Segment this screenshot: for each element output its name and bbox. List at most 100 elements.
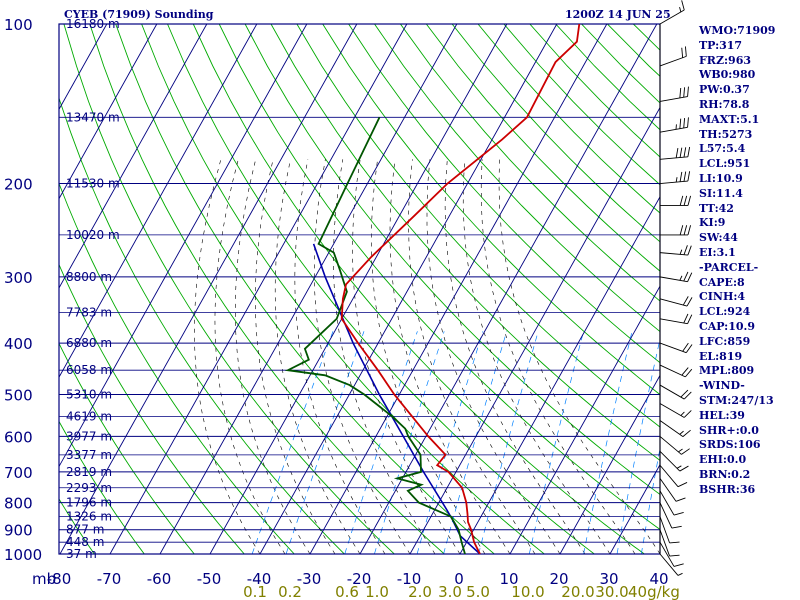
- wind-barb-shaft: [659, 450, 681, 472]
- pressure-tick-label: 700: [4, 464, 33, 482]
- wind-barb-shaft: [659, 529, 670, 557]
- stat-item: BSHR:36: [699, 482, 756, 496]
- wind-barb-flag: [687, 272, 693, 282]
- temperature-tick-label: -50: [197, 570, 222, 588]
- wind-barb-flag: [675, 497, 686, 502]
- wind-barb-flag: [673, 563, 684, 567]
- moist-adiabat-line: [480, 159, 636, 554]
- mixing-ratio-line: [616, 337, 660, 554]
- temperature-tick-label: -60: [147, 570, 172, 588]
- stat-item: LFC:859: [699, 334, 751, 348]
- wind-barb-shaft: [659, 478, 677, 502]
- wind-barb-shaft: [659, 318, 688, 325]
- wind-barb-shaft: [659, 252, 688, 256]
- pressure-tick-label: 900: [4, 522, 33, 540]
- dry-adiabat-line: [59, 263, 245, 554]
- isotherm-line: [59, 24, 358, 554]
- wind-barb-shaft: [659, 298, 688, 307]
- moist-adiabat-line: [294, 159, 386, 554]
- mixing-ratio-line: [285, 331, 365, 554]
- temperature-tick-label: 30: [599, 570, 618, 588]
- wind-barb-shaft: [659, 55, 687, 67]
- temperature-profile-line: [340, 24, 581, 554]
- wind-barb-flag: [675, 177, 678, 183]
- stat-item: L57:5.4: [699, 142, 746, 156]
- dry-adiabat-line: [167, 24, 595, 554]
- wind-barb-flag: [669, 541, 680, 544]
- wind-barb-shaft: [659, 342, 687, 354]
- wind-barb-shaft: [659, 126, 688, 133]
- dewpoint-profile-line: [284, 116, 466, 554]
- moist-adiabat-line: [333, 159, 436, 554]
- temperature-tick-label: 10: [499, 570, 518, 588]
- wind-barb-shaft: [659, 96, 688, 102]
- stat-item: MAXT:5.1: [699, 112, 760, 126]
- wind-barb-flag: [685, 368, 693, 378]
- wind-barb-shaft: [659, 553, 679, 576]
- isotherm-line: [509, 285, 660, 554]
- isotherm-line: [59, 24, 158, 200]
- pressure-tick-label: 500: [4, 386, 33, 404]
- stat-item: HEL:39: [699, 408, 745, 422]
- wind-barb-flag: [669, 554, 680, 557]
- pressure-tick-label: 1000: [4, 546, 42, 564]
- wind-barb-flag: [687, 314, 693, 324]
- isotherm-line: [559, 374, 660, 554]
- moist-adiabat-line: [313, 159, 411, 554]
- dry-adiabat-line: [141, 24, 545, 554]
- pressure-tick-label: 200: [4, 176, 33, 194]
- mixing-ratio-line: [416, 331, 484, 554]
- stat-item: LCL:924: [699, 305, 751, 319]
- mixing-ratio-line: [583, 331, 633, 554]
- isotherm-line: [159, 24, 458, 554]
- dry-adiabat-line: [218, 24, 660, 531]
- height-label: 37 m: [66, 547, 97, 561]
- mixing-ratio-tick-label: 5.0: [466, 583, 490, 600]
- isotherm-line: [109, 24, 408, 554]
- wind-barb-flag: [677, 482, 688, 488]
- stat-item: SRDS:106: [699, 438, 761, 452]
- wind-barb-flag: [681, 47, 684, 58]
- station-title: CYEB (71909) Sounding: [64, 8, 214, 21]
- wind-barb-flag: [683, 87, 686, 98]
- temperature-tick-label: -20: [347, 570, 372, 588]
- wind-barb-flag: [679, 7, 682, 13]
- stat-item: CAP:10.9: [699, 319, 756, 333]
- wind-barbs: [659, 0, 693, 576]
- wind-barb-flag: [686, 297, 693, 307]
- moist-adiabat-line: [194, 159, 261, 554]
- wind-barb-shaft: [659, 420, 684, 437]
- stat-item: TP:317: [699, 38, 743, 52]
- height-label: 1796 m: [66, 496, 112, 510]
- temperature-tick-label: -10: [397, 570, 422, 588]
- mixing-ratio-line: [528, 331, 584, 554]
- dry-adiabat-line: [59, 182, 295, 554]
- wind-barb-flag: [687, 195, 692, 206]
- height-label: 6880 m: [66, 336, 112, 350]
- stat-item: LI:10.9: [699, 171, 743, 185]
- dry-adiabat-line: [244, 24, 660, 496]
- temperature-tick-label: -80: [47, 570, 72, 588]
- mixing-ratio-tick-label: 1.0: [365, 583, 389, 600]
- wind-barb-flag: [677, 572, 683, 576]
- wind-barb-flag: [683, 410, 692, 418]
- mixing-ratio-tick-label: 0.1: [243, 583, 267, 600]
- height-label: 3977 m: [66, 429, 112, 443]
- wind-barb-flag: [687, 225, 692, 236]
- wind-barb-flag: [687, 86, 689, 97]
- mixing-ratio-unit-label: 40g/kg: [628, 583, 680, 600]
- stat-item: SW:44: [699, 231, 738, 245]
- wind-barb-flag: [687, 117, 689, 128]
- wind-barb-shaft: [659, 502, 673, 529]
- moist-adiabat-line: [274, 159, 361, 554]
- wind-barb-flag: [681, 367, 689, 376]
- mixing-ratio-line: [374, 331, 445, 554]
- wind-barb-flag: [681, 0, 685, 11]
- wind-barb-flag: [676, 465, 682, 469]
- isotherm-line: [59, 24, 258, 379]
- height-label: 2293 m: [66, 481, 112, 495]
- stat-item: MPL:809: [699, 364, 755, 378]
- stat-item: BRN:0.2: [699, 467, 751, 481]
- moist-adiabat-line: [444, 159, 586, 554]
- isotherm-line: [59, 24, 308, 468]
